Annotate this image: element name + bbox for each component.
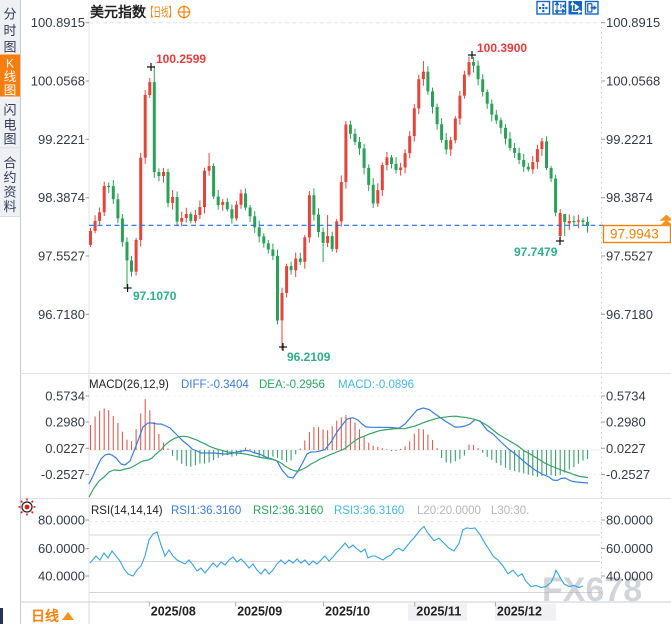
svg-text:RSI2:36.3160: RSI2:36.3160: [253, 505, 323, 517]
svg-text:0.2980: 0.2980: [45, 415, 85, 430]
svg-text:60.0000: 60.0000: [606, 541, 653, 556]
svg-text:97.5527: 97.5527: [606, 249, 653, 264]
svg-text:40.0000: 40.0000: [606, 569, 653, 584]
svg-text:-0.2527: -0.2527: [41, 467, 85, 482]
svg-text:2025/10: 2025/10: [325, 604, 370, 619]
svg-text:L20:20.0000: L20:20.0000: [417, 505, 481, 517]
svg-text:-0.2527: -0.2527: [606, 467, 650, 482]
svg-text:80.0000: 80.0000: [38, 513, 85, 528]
svg-text:99.2221: 99.2221: [606, 132, 653, 147]
svg-text:MACD:-0.0896: MACD:-0.0896: [338, 379, 414, 391]
svg-text:线: 线: [4, 70, 17, 84]
svg-text:99.2221: 99.2221: [38, 132, 85, 147]
svg-text:图: 图: [3, 40, 16, 55]
svg-text:60.0000: 60.0000: [38, 541, 85, 556]
svg-text:MACD(26,12,9): MACD(26,12,9): [89, 379, 169, 391]
svg-text:图: 图: [4, 84, 17, 98]
svg-text:2025/12: 2025/12: [497, 604, 542, 619]
svg-text:0.0227: 0.0227: [45, 441, 85, 456]
svg-text:100.8915: 100.8915: [606, 15, 660, 30]
svg-text:0.5734: 0.5734: [45, 389, 85, 404]
svg-text:97.7479: 97.7479: [514, 245, 558, 259]
svg-text:电: 电: [3, 118, 16, 133]
svg-text:RSI1:36.3160: RSI1:36.3160: [171, 505, 241, 517]
svg-text:【日线】: 【日线】: [146, 6, 176, 20]
svg-text:合: 合: [3, 156, 16, 171]
svg-text:96.7180: 96.7180: [38, 307, 85, 322]
svg-text:40.0000: 40.0000: [38, 569, 85, 584]
svg-text:日线: 日线: [31, 608, 59, 624]
svg-text:分: 分: [3, 7, 16, 22]
svg-text:96.2109: 96.2109: [287, 350, 331, 364]
svg-text:时: 时: [3, 23, 16, 38]
svg-text:100.3900: 100.3900: [477, 41, 527, 55]
svg-text:资: 资: [3, 185, 16, 200]
svg-text:96.7180: 96.7180: [606, 307, 653, 322]
svg-text:98.3874: 98.3874: [606, 190, 653, 205]
svg-text:约: 约: [3, 170, 16, 185]
svg-text:RSI(14,14,14): RSI(14,14,14): [91, 505, 163, 517]
svg-text:97.5527: 97.5527: [38, 249, 85, 264]
svg-text:DIFF:-0.3404: DIFF:-0.3404: [181, 379, 249, 391]
svg-text:0.5734: 0.5734: [606, 389, 646, 404]
svg-text:100.0568: 100.0568: [606, 74, 660, 89]
svg-text:97.1070: 97.1070: [133, 289, 177, 303]
svg-text:K: K: [6, 57, 14, 71]
svg-text:料: 料: [3, 199, 16, 214]
svg-text:DEA:-0.2956: DEA:-0.2956: [259, 379, 325, 391]
svg-text:图: 图: [3, 132, 16, 147]
svg-text:0.0227: 0.0227: [606, 441, 646, 456]
svg-text:0.2980: 0.2980: [606, 415, 646, 430]
svg-text:RSI3:36.3160: RSI3:36.3160: [334, 505, 404, 517]
svg-text:2025/08: 2025/08: [151, 604, 196, 619]
svg-text:80.0000: 80.0000: [606, 513, 653, 528]
svg-text:L30:30.: L30:30.: [491, 505, 529, 517]
svg-text:100.2599: 100.2599: [156, 52, 206, 66]
svg-text:FX678: FX678: [542, 571, 642, 609]
svg-text:97.9943: 97.9943: [610, 227, 659, 242]
svg-text:2025/09: 2025/09: [237, 604, 282, 619]
svg-text:100.8915: 100.8915: [31, 15, 85, 30]
svg-text:100.0568: 100.0568: [31, 74, 85, 89]
svg-text:98.3874: 98.3874: [38, 190, 85, 205]
svg-text:2025/11: 2025/11: [416, 604, 461, 619]
svg-text:闪: 闪: [3, 103, 16, 118]
svg-text:美元指数: 美元指数: [90, 4, 147, 20]
